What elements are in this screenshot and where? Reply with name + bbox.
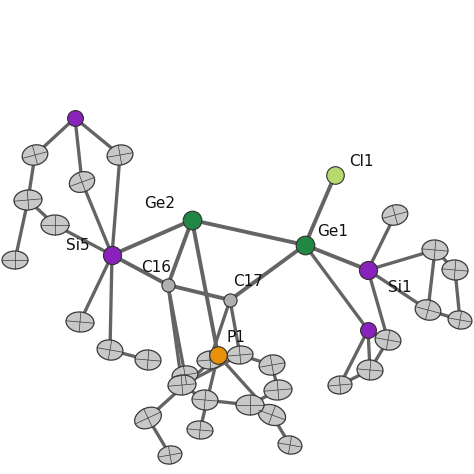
Ellipse shape (192, 390, 218, 410)
Ellipse shape (135, 407, 161, 429)
Text: Si1: Si1 (388, 281, 412, 295)
Text: C16: C16 (141, 259, 171, 274)
Ellipse shape (278, 436, 302, 454)
Point (226, 296, 234, 304)
Point (301, 241, 309, 249)
Text: Cl1: Cl1 (349, 154, 373, 168)
Ellipse shape (69, 172, 95, 192)
Ellipse shape (442, 260, 468, 280)
Ellipse shape (187, 421, 213, 439)
Ellipse shape (2, 251, 28, 269)
Ellipse shape (264, 380, 292, 400)
Point (364, 326, 372, 334)
Ellipse shape (415, 300, 441, 320)
Ellipse shape (382, 205, 408, 225)
Ellipse shape (357, 360, 383, 380)
Point (331, 171, 339, 179)
Text: Ge1: Ge1 (318, 224, 348, 238)
Ellipse shape (422, 240, 448, 260)
Ellipse shape (227, 346, 253, 364)
Ellipse shape (259, 355, 285, 375)
Text: Ge2: Ge2 (145, 197, 175, 211)
Text: Si5: Si5 (66, 237, 90, 253)
Ellipse shape (168, 375, 196, 395)
Ellipse shape (66, 312, 94, 332)
Ellipse shape (97, 340, 123, 360)
Ellipse shape (328, 376, 352, 394)
Point (214, 351, 222, 359)
Ellipse shape (448, 311, 472, 329)
Ellipse shape (258, 404, 286, 426)
Ellipse shape (172, 366, 198, 384)
Ellipse shape (197, 351, 223, 369)
Ellipse shape (14, 190, 42, 210)
Point (164, 281, 172, 289)
Point (364, 266, 372, 274)
Point (108, 251, 116, 259)
Point (71, 114, 79, 122)
Text: P1: P1 (227, 329, 246, 345)
Ellipse shape (107, 145, 133, 165)
Ellipse shape (375, 330, 401, 350)
Ellipse shape (135, 350, 161, 370)
Ellipse shape (158, 446, 182, 464)
Ellipse shape (236, 395, 264, 415)
Text: C17: C17 (233, 274, 263, 290)
Ellipse shape (22, 145, 48, 165)
Ellipse shape (41, 215, 69, 235)
Point (188, 216, 196, 224)
